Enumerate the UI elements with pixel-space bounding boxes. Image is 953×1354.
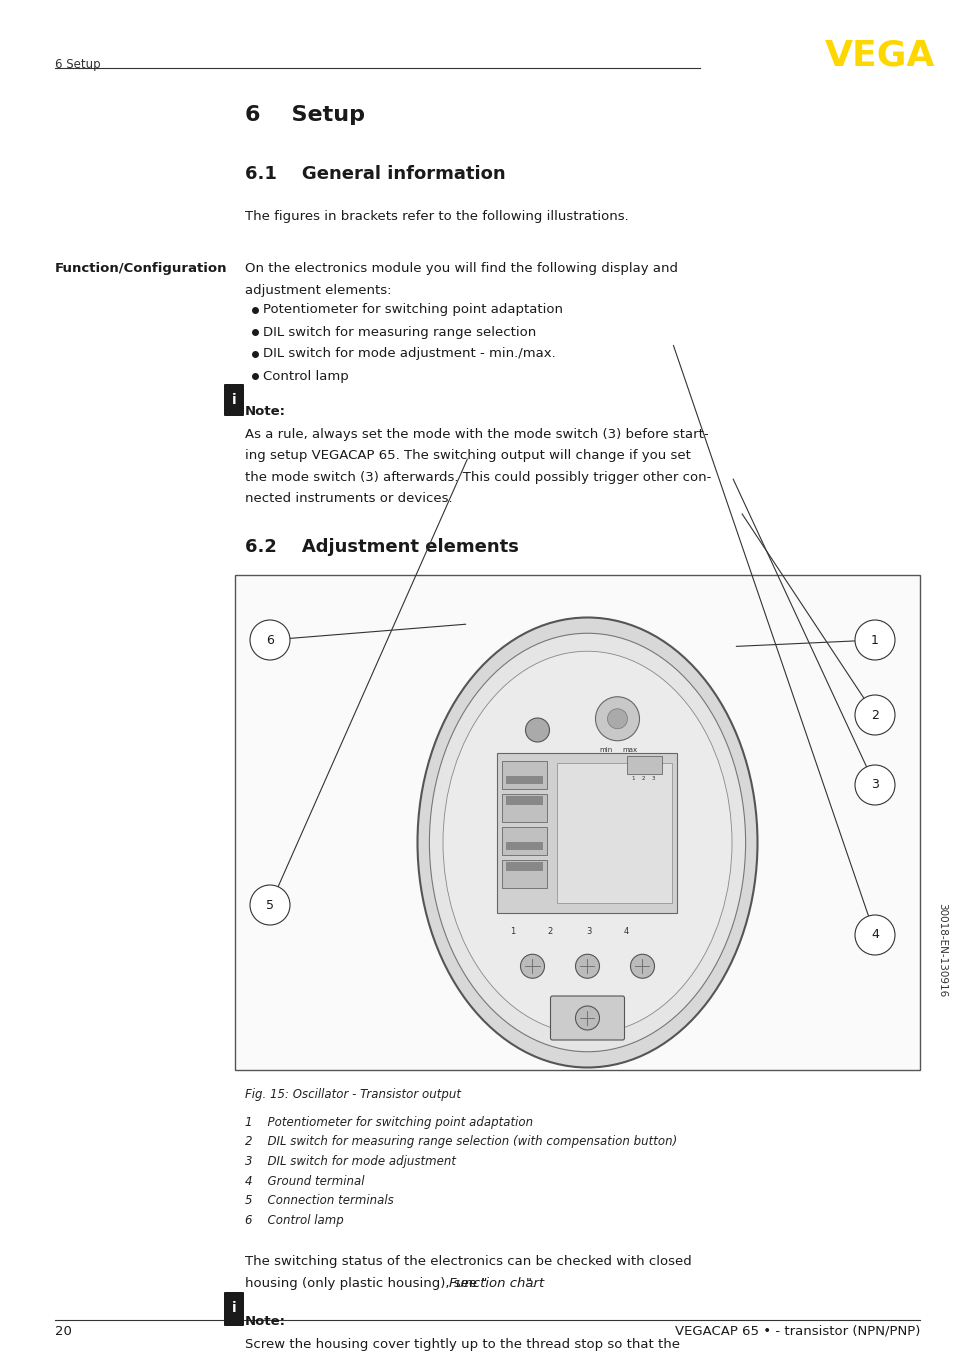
Text: DIL switch for measuring range selection: DIL switch for measuring range selection [263,325,536,338]
Text: 4    Ground terminal: 4 Ground terminal [245,1174,364,1187]
Ellipse shape [417,617,757,1067]
Text: DIL switch for mode adjustment - min./max.: DIL switch for mode adjustment - min./ma… [263,348,556,360]
Text: 3: 3 [651,776,655,781]
FancyBboxPatch shape [506,842,543,850]
Text: 1: 1 [870,634,878,646]
Text: max: max [622,747,637,753]
FancyBboxPatch shape [502,761,547,788]
Text: Potentiometer for switching point adaptation: Potentiometer for switching point adapta… [263,303,562,317]
FancyBboxPatch shape [224,385,244,416]
Circle shape [525,718,549,742]
FancyBboxPatch shape [550,997,624,1040]
Text: 3    DIL switch for mode adjustment: 3 DIL switch for mode adjustment [245,1155,456,1169]
Circle shape [575,1006,598,1030]
Ellipse shape [442,651,731,1033]
Text: Fig. 15: Oscillator - Transistor output: Fig. 15: Oscillator - Transistor output [245,1089,460,1101]
Text: VEGACAP 65 • - transistor (NPN/PNP): VEGACAP 65 • - transistor (NPN/PNP) [674,1326,919,1338]
Text: 2: 2 [870,708,878,722]
Circle shape [607,708,627,728]
Text: adjustment elements:: adjustment elements: [245,284,391,297]
Circle shape [854,765,894,806]
Text: 1    Potentiometer for switching point adaptation: 1 Potentiometer for switching point adap… [245,1116,533,1129]
Text: 5    Connection terminals: 5 Connection terminals [245,1194,394,1206]
Circle shape [630,955,654,978]
Text: 4: 4 [870,929,878,941]
Text: min: min [598,747,612,753]
Text: Screw the housing cover tightly up to the thread stop so that the: Screw the housing cover tightly up to th… [245,1338,679,1351]
FancyBboxPatch shape [502,793,547,822]
Text: 1: 1 [631,776,635,781]
Text: Note:: Note: [245,1315,286,1328]
Text: 4: 4 [623,927,628,937]
Text: 2: 2 [547,927,553,937]
Circle shape [854,620,894,659]
Text: 20: 20 [55,1326,71,1338]
Circle shape [250,886,290,925]
Text: As a rule, always set the mode with the mode switch (3) before start-: As a rule, always set the mode with the … [245,428,708,441]
FancyBboxPatch shape [506,796,543,804]
FancyBboxPatch shape [502,860,547,887]
Text: The figures in brackets refer to the following illustrations.: The figures in brackets refer to the fol… [245,210,628,223]
Text: 6: 6 [266,634,274,646]
FancyBboxPatch shape [224,1292,244,1326]
Text: 2    DIL switch for measuring range selection (with compensation button): 2 DIL switch for measuring range selecti… [245,1136,677,1148]
Text: 6    Control lamp: 6 Control lamp [245,1213,343,1227]
Text: On the electronics module you will find the following display and: On the electronics module you will find … [245,263,678,275]
Circle shape [520,955,544,978]
Text: 2: 2 [640,776,644,781]
Text: nected instruments or devices.: nected instruments or devices. [245,493,452,505]
Text: The switching status of the electronics can be checked with closed: The switching status of the electronics … [245,1255,691,1267]
Circle shape [250,620,290,659]
Text: 3: 3 [870,779,878,792]
FancyBboxPatch shape [557,762,672,903]
Text: 1: 1 [509,927,515,937]
Ellipse shape [429,634,745,1052]
Text: ".: ". [525,1277,535,1289]
Text: Function/Configuration: Function/Configuration [55,263,227,275]
Circle shape [575,955,598,978]
Text: 6 Setup: 6 Setup [55,58,100,70]
Text: 5: 5 [266,899,274,911]
Text: i: i [232,393,236,408]
Text: ing setup VEGACAP 65. The switching output will change if you set: ing setup VEGACAP 65. The switching outp… [245,450,690,463]
FancyBboxPatch shape [506,776,543,784]
FancyBboxPatch shape [627,756,661,773]
Circle shape [854,695,894,735]
Circle shape [854,915,894,955]
Text: 6    Setup: 6 Setup [245,106,365,125]
Text: Control lamp: Control lamp [263,370,349,382]
FancyBboxPatch shape [502,826,547,854]
Text: 6.2    Adjustment elements: 6.2 Adjustment elements [245,538,518,556]
Text: housing (only plastic housing), see ": housing (only plastic housing), see " [245,1277,487,1289]
Text: 30018-EN-130916: 30018-EN-130916 [936,903,946,997]
Text: 6.1    General information: 6.1 General information [245,165,505,183]
Text: VEGA: VEGA [823,38,934,72]
Circle shape [595,697,639,741]
Text: 3: 3 [585,927,591,937]
Text: Function chart: Function chart [448,1277,543,1289]
FancyBboxPatch shape [234,575,919,1070]
FancyBboxPatch shape [506,862,543,871]
Text: i: i [232,1301,236,1315]
Text: Note:: Note: [245,405,286,418]
Text: the mode switch (3) afterwards. This could possibly trigger other con-: the mode switch (3) afterwards. This cou… [245,471,711,483]
FancyBboxPatch shape [497,753,677,913]
